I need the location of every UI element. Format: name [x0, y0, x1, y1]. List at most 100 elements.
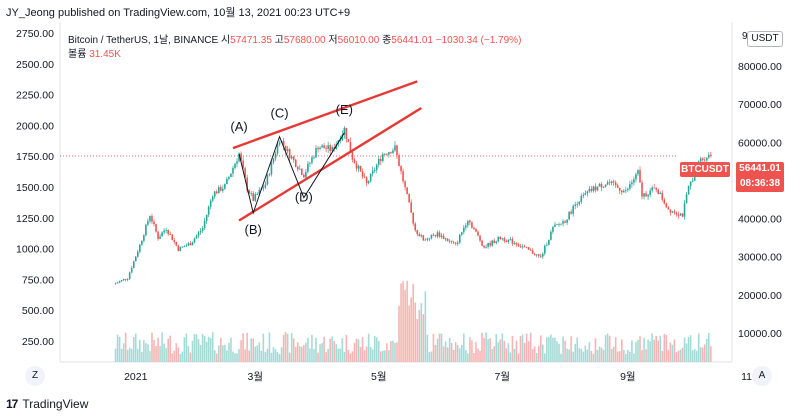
- candle-body: [426, 238, 429, 240]
- candle: [418, 232, 421, 237]
- volume-bar: [220, 337, 222, 362]
- volume-bar: [446, 347, 449, 362]
- candle-body: [671, 211, 674, 213]
- left-axis-tick: 2500.00: [16, 59, 54, 71]
- candle-body: [535, 254, 538, 256]
- candle-body: [610, 181, 613, 183]
- volume-bar: [600, 347, 603, 362]
- candle-body: [706, 157, 708, 161]
- volume-bar: [371, 349, 374, 362]
- candle: [278, 140, 281, 147]
- candle-body: [448, 240, 451, 242]
- candle-body: [116, 282, 119, 284]
- candle: [580, 193, 583, 205]
- volume-bar: [483, 338, 485, 362]
- volume-bar: [525, 333, 528, 362]
- volume-bar: [669, 342, 672, 362]
- volume-bar: [659, 335, 662, 362]
- candle: [191, 241, 194, 246]
- candle: [669, 209, 672, 216]
- candle: [234, 162, 236, 170]
- volume-bar: [222, 345, 224, 362]
- candle: [631, 179, 633, 188]
- volume-bar: [137, 348, 139, 362]
- candle: [114, 282, 117, 285]
- volume-bar: [687, 337, 690, 362]
- volume-bar: [623, 350, 625, 362]
- candle: [618, 187, 621, 194]
- candle: [390, 151, 392, 154]
- candle: [517, 242, 520, 248]
- candle-body: [487, 242, 489, 247]
- volume-bar: [578, 348, 581, 362]
- candle: [673, 209, 676, 215]
- volume-bar: [185, 333, 188, 362]
- candle-body: [187, 243, 190, 246]
- candle: [572, 204, 574, 217]
- candle-body: [410, 202, 412, 213]
- candle-body: [691, 180, 694, 182]
- right-axis-tick: 10000.00: [738, 328, 782, 340]
- candle-body: [420, 235, 423, 237]
- candle-body: [641, 182, 643, 197]
- left-scale-button[interactable]: Z: [25, 366, 45, 386]
- volume-bar: [554, 337, 556, 362]
- candle-body: [341, 134, 344, 141]
- candle-body: [327, 145, 329, 149]
- candle-body: [570, 211, 572, 214]
- volume-bar: [345, 334, 348, 362]
- volume-bar: [307, 337, 309, 362]
- last-price-tag: 56441.01 08:36:38: [736, 162, 784, 192]
- candle-body: [481, 240, 483, 246]
- volume-bar: [481, 332, 483, 362]
- volume-bar: [151, 332, 153, 362]
- candle: [268, 172, 271, 177]
- volume-bar: [471, 340, 473, 362]
- candle: [452, 240, 455, 245]
- candle: [230, 173, 232, 178]
- candle-body: [554, 224, 556, 227]
- candle-body: [181, 246, 184, 248]
- candle-body: [226, 178, 228, 185]
- candle-body: [347, 139, 350, 143]
- currency-badge[interactable]: USDT: [747, 31, 783, 47]
- candle: [359, 165, 362, 172]
- candle: [410, 199, 412, 213]
- volume-bar: [179, 353, 182, 362]
- candle-body: [177, 245, 180, 251]
- candle-body: [450, 240, 453, 242]
- candle: [475, 227, 477, 233]
- volume-bar: [598, 346, 601, 362]
- auto-scale-button[interactable]: A: [752, 366, 772, 386]
- candle-body: [137, 251, 139, 257]
- volume-bar: [329, 338, 331, 362]
- candle: [659, 191, 662, 195]
- volume-bar: [631, 340, 633, 362]
- volume-bar: [584, 345, 587, 362]
- volume-bar: [114, 348, 117, 362]
- candle: [130, 266, 133, 274]
- candle-body: [635, 174, 637, 180]
- candle: [473, 226, 475, 230]
- volume-bar: [436, 338, 439, 362]
- volume-bar: [134, 333, 137, 362]
- volume-bar: [625, 353, 627, 362]
- volume-bar: [244, 349, 246, 362]
- candle-body: [132, 261, 135, 269]
- volume-bar: [663, 333, 666, 362]
- candle-body: [394, 145, 396, 151]
- candle: [430, 234, 433, 240]
- volume-bar: [414, 302, 417, 362]
- candle: [586, 190, 589, 197]
- candle-body: [588, 188, 591, 192]
- candle: [708, 151, 710, 160]
- volume-bar: [153, 339, 155, 362]
- candle-body: [550, 231, 552, 240]
- volume-bar: [143, 339, 145, 362]
- candle: [458, 233, 461, 245]
- volume-bar: [130, 348, 133, 362]
- wave-label-c: (C): [271, 106, 289, 121]
- volume-bar: [128, 347, 131, 362]
- candle-body: [404, 181, 406, 188]
